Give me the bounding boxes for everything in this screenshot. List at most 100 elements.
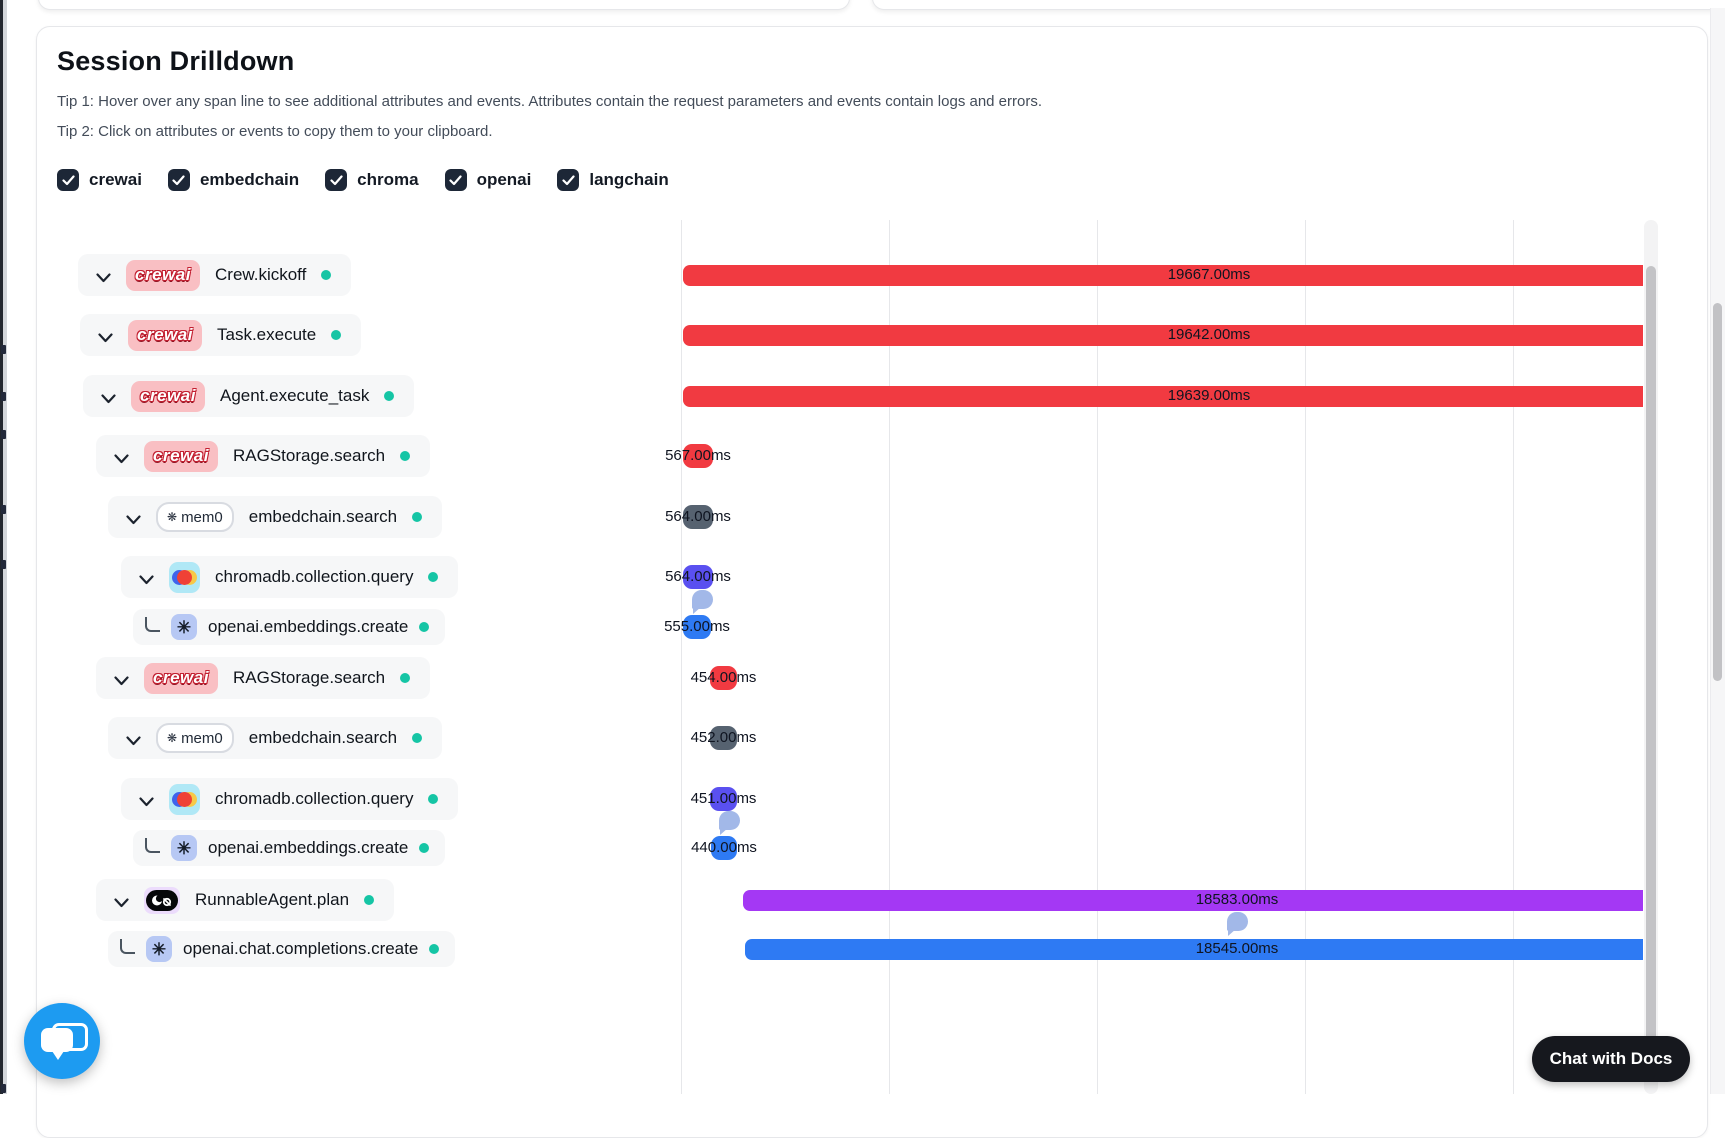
chevron-down-icon[interactable] bbox=[139, 794, 154, 807]
span-row[interactable]: RunnableAgent.plan bbox=[96, 879, 395, 921]
status-dot bbox=[412, 733, 423, 743]
span-duration-bar[interactable] bbox=[683, 386, 1643, 407]
event-message-bubble-icon[interactable] bbox=[719, 811, 740, 835]
filter-embedchain[interactable]: embedchain bbox=[167, 169, 299, 191]
span-row[interactable]: ✳ openai.chat.completions.create bbox=[108, 931, 456, 967]
filter-chroma[interactable]: chroma bbox=[325, 169, 419, 191]
edge-artifact bbox=[1, 1084, 6, 1093]
timeline-gridline bbox=[681, 220, 682, 1094]
span-duration-bar[interactable] bbox=[710, 666, 737, 690]
chat-bubble-tail-icon bbox=[52, 1051, 64, 1060]
status-dot bbox=[321, 270, 332, 280]
duration-label: 19639.00ms bbox=[1167, 387, 1251, 404]
status-dot bbox=[331, 330, 342, 340]
checkbox-crewai[interactable] bbox=[57, 169, 79, 191]
panel-scrollbar-thumb[interactable] bbox=[1646, 266, 1656, 1066]
duration-label: 451.00ms bbox=[690, 790, 757, 807]
chevron-down-icon[interactable] bbox=[126, 512, 141, 525]
chat-widget-button[interactable] bbox=[24, 1003, 100, 1079]
status-dot bbox=[412, 512, 423, 522]
chroma-logo bbox=[169, 561, 200, 593]
openai-logo: ✳ bbox=[171, 614, 197, 640]
duration-label: 18583.00ms bbox=[1195, 891, 1279, 908]
checkmark-icon bbox=[562, 174, 575, 185]
span-duration-bar[interactable] bbox=[683, 325, 1643, 346]
span-row[interactable]: chromadb.collection.query bbox=[121, 778, 459, 820]
span-duration-bar[interactable] bbox=[710, 787, 737, 811]
span-label: RunnableAgent.plan bbox=[195, 890, 350, 909]
span-duration-bar[interactable] bbox=[683, 615, 711, 639]
span-duration-bar[interactable] bbox=[710, 726, 737, 750]
chroma-logo bbox=[169, 783, 200, 815]
filter-openai[interactable]: openai bbox=[444, 169, 532, 191]
span-duration-bar[interactable] bbox=[743, 890, 1643, 911]
timeline-gridline bbox=[1305, 220, 1306, 1094]
elbow-connector-icon bbox=[120, 938, 135, 954]
chevron-down-icon[interactable] bbox=[139, 572, 154, 585]
checkbox-langchain[interactable] bbox=[557, 169, 580, 191]
duration-label: 19642.00ms bbox=[1167, 326, 1251, 343]
checkbox-embedchain[interactable] bbox=[167, 169, 190, 191]
span-label: chromadb.collection.query bbox=[215, 567, 414, 586]
tip-1-text: Tip 1: Hover over any span line to see a… bbox=[57, 93, 1043, 110]
filter-label: chroma bbox=[357, 170, 419, 189]
duration-label: 567.00ms bbox=[665, 447, 731, 464]
status-dot bbox=[400, 673, 411, 683]
span-label: RAGStorage.search bbox=[233, 668, 386, 687]
span-label: openai.chat.completions.create bbox=[183, 939, 419, 958]
edge-artifact bbox=[1, 505, 6, 514]
status-dot bbox=[400, 451, 411, 461]
status-dot bbox=[384, 391, 395, 401]
page-scrollbar-thumb[interactable] bbox=[1713, 303, 1722, 681]
span-row[interactable]: chromadb.collection.query bbox=[121, 556, 459, 598]
status-dot bbox=[419, 843, 430, 853]
chevron-down-icon[interactable] bbox=[114, 451, 129, 464]
chevron-down-icon[interactable] bbox=[114, 895, 129, 908]
chevron-down-icon[interactable] bbox=[126, 733, 141, 746]
checkbox-openai[interactable] bbox=[444, 169, 467, 191]
crewai-logo: crewai bbox=[128, 319, 202, 351]
duration-label: 564.00ms bbox=[665, 508, 731, 525]
filter-crewai[interactable]: crewai bbox=[57, 169, 142, 191]
span-row[interactable]: crewai RAGStorage.search bbox=[96, 435, 431, 477]
span-row[interactable]: crewai Task.execute bbox=[80, 314, 362, 356]
span-duration-bar[interactable] bbox=[745, 939, 1643, 960]
span-duration-bar[interactable] bbox=[683, 505, 713, 529]
chevron-down-icon[interactable] bbox=[96, 270, 111, 283]
elbow-connector-icon bbox=[145, 837, 160, 853]
checkmark-icon bbox=[330, 174, 343, 185]
span-row[interactable]: crewai Crew.kickoff bbox=[78, 254, 352, 296]
span-row[interactable]: ❋ mem0 embedchain.search bbox=[108, 717, 443, 759]
span-row[interactable]: crewai RAGStorage.search bbox=[96, 657, 431, 699]
chevron-down-icon[interactable] bbox=[98, 330, 113, 343]
chevron-down-icon[interactable] bbox=[114, 673, 129, 686]
event-message-bubble-icon[interactable] bbox=[692, 590, 713, 614]
status-dot bbox=[419, 622, 430, 632]
event-message-bubble-icon[interactable] bbox=[1227, 912, 1248, 936]
duration-label: 454.00ms bbox=[690, 669, 757, 686]
chat-with-docs-button[interactable]: Chat with Docs bbox=[1532, 1036, 1690, 1082]
chevron-down-icon[interactable] bbox=[101, 391, 116, 404]
span-label: Agent.execute_task bbox=[220, 386, 370, 405]
timeline-gridline bbox=[1513, 220, 1514, 1094]
span-duration-bar[interactable] bbox=[683, 565, 713, 589]
mem0-wordmark: mem0 bbox=[181, 508, 223, 526]
filter-label: openai bbox=[476, 170, 532, 189]
crewai-logo: crewai bbox=[144, 662, 218, 694]
span-row[interactable]: ✳ openai.embeddings.create bbox=[133, 609, 446, 645]
timeline-gridline bbox=[889, 220, 890, 1094]
filter-langchain[interactable]: langchain bbox=[557, 169, 669, 191]
span-label: embedchain.search bbox=[248, 507, 398, 526]
span-row[interactable]: crewai Agent.execute_task bbox=[83, 375, 415, 417]
span-duration-bar[interactable] bbox=[683, 444, 713, 468]
span-label: chromadb.collection.query bbox=[215, 789, 414, 808]
duration-label: 564.00ms bbox=[665, 568, 731, 585]
span-row[interactable]: ❋ mem0 embedchain.search bbox=[108, 496, 443, 538]
span-row[interactable]: ✳ openai.embeddings.create bbox=[133, 830, 446, 866]
span-duration-bar[interactable] bbox=[711, 836, 737, 860]
edge-artifact bbox=[1, 560, 6, 569]
checkbox-chroma[interactable] bbox=[325, 169, 348, 191]
filter-label: crewai bbox=[89, 170, 142, 189]
edge-artifact bbox=[1, 345, 6, 354]
span-duration-bar[interactable] bbox=[683, 265, 1643, 286]
